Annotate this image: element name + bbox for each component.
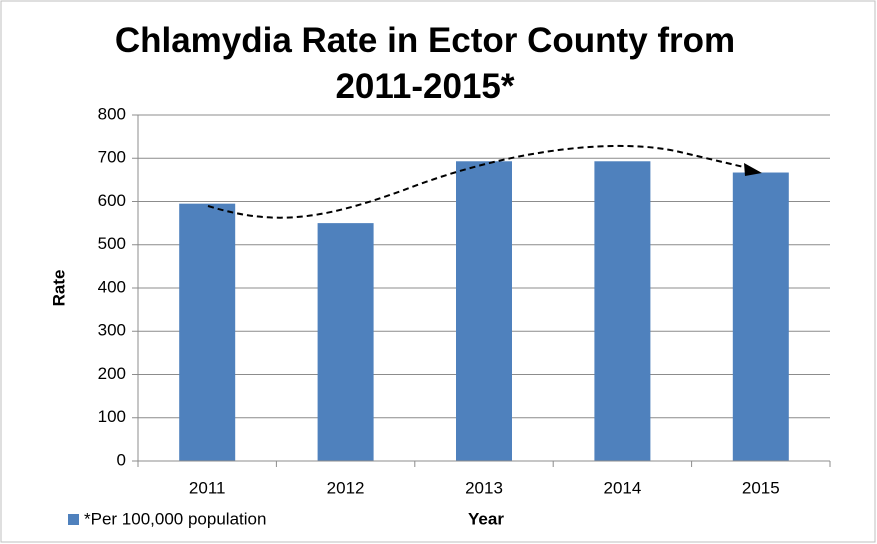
legend-label: *Per 100,000 population [84, 509, 266, 528]
trend-arrowhead [744, 163, 762, 176]
x-axis-label: Year [468, 509, 504, 528]
bar [179, 203, 236, 461]
y-axis-label: Rate [49, 270, 68, 307]
trend-line [207, 144, 749, 219]
y-tick-label: 300 [98, 321, 126, 340]
y-tick-label: 800 [98, 104, 126, 123]
y-tick-label: 200 [98, 364, 126, 383]
y-tick-label: 100 [98, 407, 126, 426]
x-tick-label: 2015 [742, 478, 780, 497]
y-tick-label: 600 [98, 191, 126, 210]
bar [317, 223, 374, 461]
bar [594, 161, 651, 461]
chart-title: Chlamydia Rate in Ector County from 2011… [114, 21, 736, 106]
x-tick-label: 2014 [603, 478, 641, 497]
x-tick-label: 2012 [327, 478, 365, 497]
y-tick-label: 0 [117, 450, 126, 469]
x-tick-label: 2013 [465, 478, 503, 497]
legend-swatch [68, 514, 79, 525]
y-tick-label: 700 [98, 148, 126, 167]
bar [456, 161, 512, 461]
y-tick-label: 400 [98, 277, 126, 296]
bar [732, 172, 789, 461]
y-tick-label: 500 [98, 234, 126, 253]
x-tick-label: 2011 [189, 478, 226, 497]
